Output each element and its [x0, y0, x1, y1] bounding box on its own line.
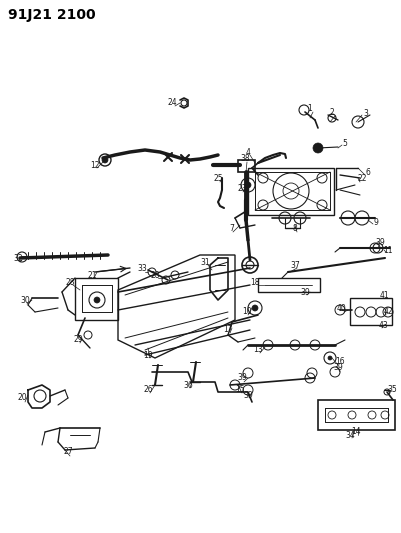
- Text: 22: 22: [356, 174, 366, 182]
- Text: 40: 40: [336, 303, 346, 312]
- Text: 32: 32: [13, 254, 23, 262]
- Text: 38: 38: [239, 154, 249, 163]
- Text: 34: 34: [344, 431, 354, 440]
- Text: 5: 5: [342, 139, 346, 148]
- Text: 26: 26: [143, 385, 152, 394]
- Text: 27: 27: [63, 448, 73, 456]
- Text: 39: 39: [374, 238, 384, 246]
- Text: 10: 10: [241, 308, 251, 317]
- Text: 16: 16: [334, 358, 344, 367]
- Text: 20: 20: [17, 393, 27, 402]
- Text: 9: 9: [373, 217, 377, 227]
- Text: 33: 33: [137, 263, 146, 272]
- Text: 39: 39: [332, 364, 342, 373]
- Text: 17: 17: [223, 326, 232, 335]
- Text: 28: 28: [65, 278, 75, 287]
- Text: 12: 12: [90, 160, 99, 169]
- Text: 39: 39: [243, 391, 252, 400]
- Text: 35: 35: [386, 385, 396, 394]
- Circle shape: [327, 356, 331, 360]
- Text: 6: 6: [365, 167, 369, 176]
- Text: 2: 2: [329, 108, 334, 117]
- Text: 3: 3: [363, 109, 368, 117]
- Text: 30: 30: [20, 295, 30, 304]
- Text: 19: 19: [143, 351, 152, 359]
- Text: 21: 21: [87, 271, 97, 279]
- Text: 24: 24: [167, 98, 176, 107]
- Circle shape: [312, 143, 322, 153]
- Text: 11: 11: [382, 246, 392, 254]
- Text: 43: 43: [378, 320, 388, 329]
- Text: 4: 4: [245, 148, 250, 157]
- Text: 1: 1: [307, 103, 312, 112]
- Text: 41: 41: [378, 290, 388, 300]
- Text: 7: 7: [229, 223, 234, 232]
- Text: 15: 15: [235, 385, 244, 394]
- Circle shape: [251, 305, 257, 311]
- Text: 31: 31: [200, 257, 209, 266]
- Text: 42: 42: [382, 308, 392, 317]
- Text: 23: 23: [237, 183, 246, 192]
- Circle shape: [102, 157, 108, 163]
- Text: 29: 29: [73, 335, 83, 344]
- Text: 14: 14: [350, 427, 360, 437]
- Text: 39: 39: [237, 374, 246, 383]
- Text: 8: 8: [292, 223, 297, 232]
- Text: 91J21 2100: 91J21 2100: [8, 8, 95, 22]
- Text: 39: 39: [300, 287, 309, 296]
- Text: 36: 36: [183, 381, 192, 390]
- Text: 13: 13: [253, 345, 262, 354]
- Text: 18: 18: [250, 278, 259, 287]
- Text: 37: 37: [290, 261, 299, 270]
- Circle shape: [94, 297, 100, 303]
- Text: 28: 28: [150, 271, 159, 279]
- Text: 25: 25: [213, 174, 222, 182]
- Circle shape: [244, 182, 250, 188]
